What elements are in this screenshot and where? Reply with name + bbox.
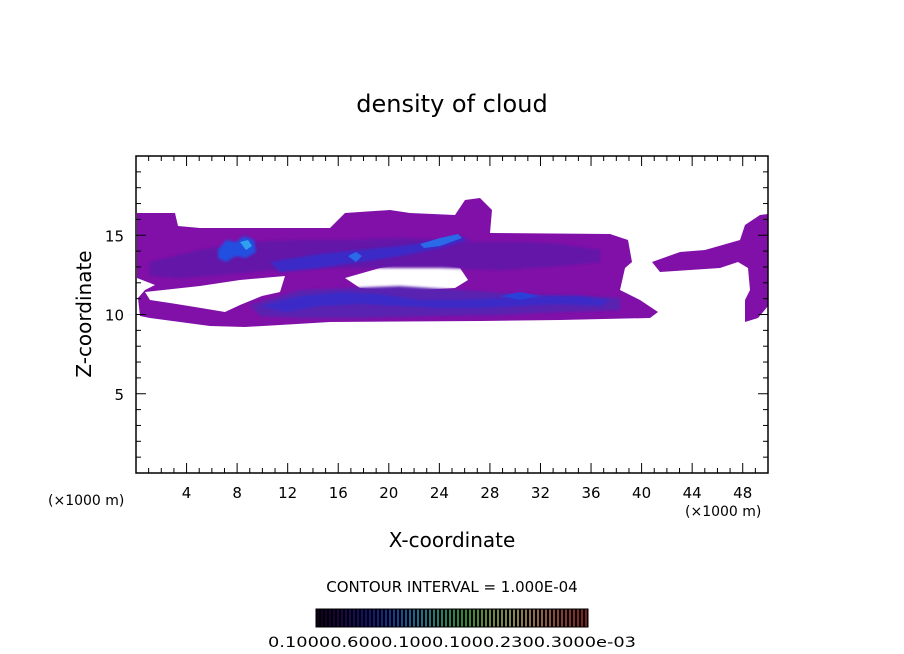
x-tick-label: 24 <box>430 484 449 502</box>
y-axis-ticks: 5 10 15 <box>105 171 768 458</box>
x-tick-label: 36 <box>581 484 600 502</box>
x-unit-label-right: (×1000 m) <box>685 504 761 520</box>
cloud-density-field <box>137 198 768 327</box>
x-tick-label: 28 <box>480 484 499 502</box>
x-tick-label: 48 <box>733 484 752 502</box>
y-tick-label: 5 <box>114 386 124 404</box>
y-tick-label: 15 <box>105 227 124 245</box>
x-unit-label-left: (×1000 m) <box>48 493 124 509</box>
x-axis-ticks: 4 8 12 16 20 24 28 32 36 40 44 48 <box>148 156 756 502</box>
x-tick-label: 44 <box>683 484 702 502</box>
y-axis-label: Z-coordinate <box>72 250 96 377</box>
cloud-core-left-bright <box>240 240 252 250</box>
x-axis-label: X-coordinate <box>389 528 516 552</box>
colorbar <box>315 608 589 628</box>
contour-interval-label: CONTOUR INTERVAL = 1.000E-04 <box>326 578 577 596</box>
chart-title: density of cloud <box>356 90 547 118</box>
x-tick-label: 12 <box>278 484 297 502</box>
cloud-core-band-upper <box>270 236 468 272</box>
cloud-gap-left <box>145 276 285 312</box>
x-tick-label: 20 <box>379 484 398 502</box>
x-tick-label: 8 <box>232 484 242 502</box>
x-tick-label: 4 <box>182 484 192 502</box>
x-tick-label: 40 <box>632 484 651 502</box>
x-tick-label: 16 <box>329 484 348 502</box>
cloud-core-small <box>348 252 362 262</box>
colorbar-frame <box>315 608 589 628</box>
x-tick-label: 32 <box>531 484 550 502</box>
y-tick-label: 10 <box>105 307 124 325</box>
cloud-core-mid-bright <box>420 234 462 248</box>
cloud-gap-center <box>345 262 468 290</box>
colorbar-tick-labels: 0.10000.6000.1000.1000.2300.3000e-03 <box>268 635 636 651</box>
cloud-core-lower-right <box>500 292 540 300</box>
cloud-region-right <box>652 214 768 322</box>
